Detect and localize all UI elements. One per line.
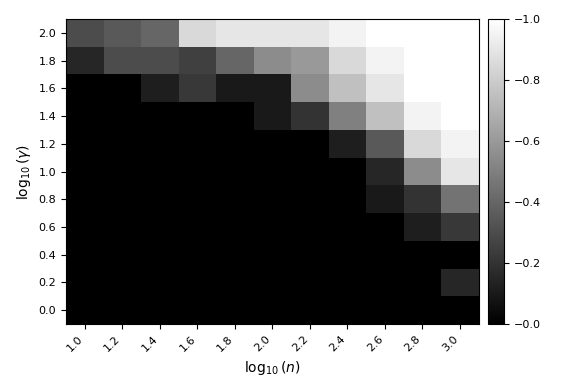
Y-axis label: $\log_{10}(\gamma)$: $\log_{10}(\gamma)$ [15,143,33,200]
X-axis label: $\log_{10}(n)$: $\log_{10}(n)$ [244,359,301,377]
